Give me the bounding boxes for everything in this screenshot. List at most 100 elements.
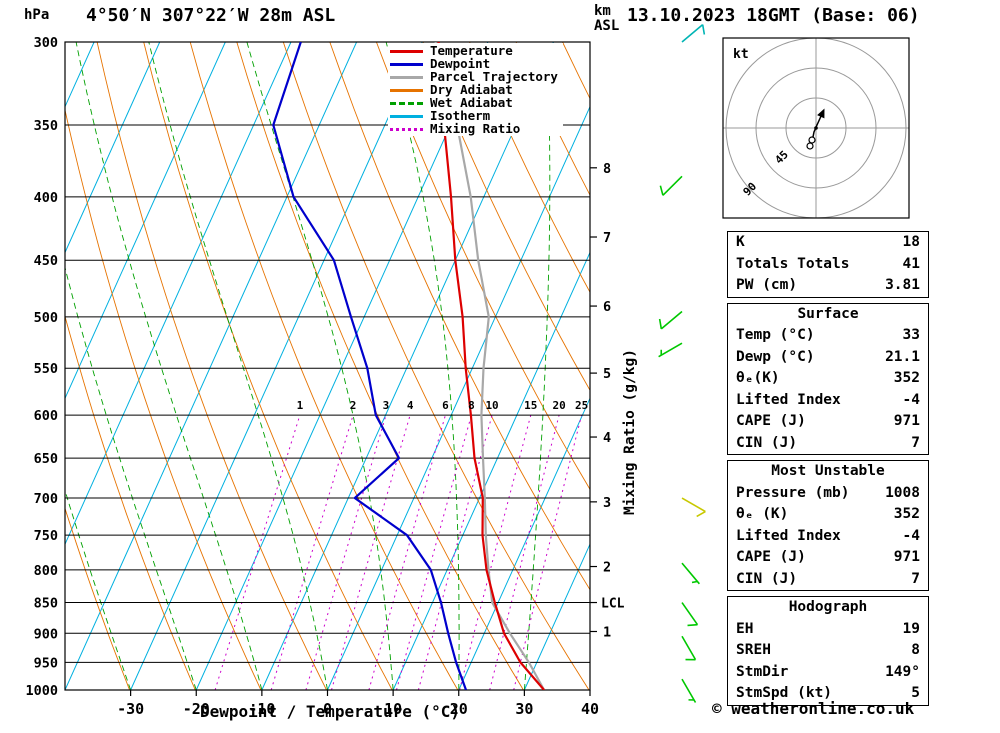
svg-text:700: 700 xyxy=(34,491,58,507)
legend-label: Mixing Ratio xyxy=(430,121,521,136)
legend-line-sample xyxy=(390,115,423,118)
table-row: Pressure (mb) 1008 xyxy=(728,483,928,505)
stat-label: Dewp (°C) xyxy=(736,348,815,365)
legend-item: Parcel Trajectory xyxy=(390,70,558,83)
svg-text:1000: 1000 xyxy=(25,683,58,699)
table-row: Lifted Index -4 xyxy=(728,390,928,412)
datetime-title: 13.10.2023 18GMT (Base: 06) xyxy=(627,5,920,26)
legend-line-sample xyxy=(390,76,423,79)
table-row: Totals Totals 41 xyxy=(728,254,928,276)
svg-text:15: 15 xyxy=(524,399,537,412)
legend-label: Dewpoint xyxy=(430,56,491,71)
table-row: StmDir 149° xyxy=(728,662,928,684)
svg-text:300: 300 xyxy=(34,35,58,51)
stat-value: 33 xyxy=(902,327,920,343)
hodograph-arrow xyxy=(817,108,825,119)
table-row: θₑ (K) 352 xyxy=(728,504,928,526)
plot-frame xyxy=(64,41,591,691)
svg-text:0: 0 xyxy=(323,700,332,718)
svg-text:900: 900 xyxy=(34,626,58,642)
dewpoint-curve xyxy=(272,42,468,690)
stat-value: 21.1 xyxy=(885,348,920,365)
svg-text:10: 10 xyxy=(384,700,402,718)
legend-line-sample xyxy=(390,89,423,92)
stat-label: Lifted Index xyxy=(736,391,841,408)
svg-text:6: 6 xyxy=(442,399,449,412)
svg-text:20: 20 xyxy=(553,399,566,412)
legend-item: Isotherm xyxy=(390,109,558,122)
table-row: K 18 xyxy=(728,232,928,254)
svg-text:40: 40 xyxy=(581,700,599,718)
svg-text:600: 600 xyxy=(34,408,58,424)
svg-text:10: 10 xyxy=(485,399,498,412)
stat-value: 7 xyxy=(911,570,920,587)
table-row: θₑ(K) 352 xyxy=(728,368,928,390)
svg-text:30: 30 xyxy=(515,700,533,718)
legend-item: Wet Adiabat xyxy=(390,96,558,109)
svg-text:2: 2 xyxy=(603,560,611,576)
stat-label: K xyxy=(736,234,745,250)
table-row: EH 19 xyxy=(728,619,928,641)
svg-text:450: 450 xyxy=(34,253,58,269)
svg-text:3: 3 xyxy=(603,495,611,511)
svg-text:25: 25 xyxy=(575,399,588,412)
panel-title: Hodograph xyxy=(788,599,868,615)
stat-value: 19 xyxy=(902,620,920,637)
stats-panels: K 18 Totals Totals 41 PW (cm) 3.81 Surface Temp… xyxy=(727,231,929,711)
svg-text:20: 20 xyxy=(450,700,468,718)
table-row: CAPE (J) 971 xyxy=(728,547,928,569)
stat-label: CIN (J) xyxy=(736,570,798,587)
x-axis-label: Dewpoint / Temperature (°C) xyxy=(199,702,461,721)
stat-value: 971 xyxy=(893,413,920,429)
mixing-ratio-axis-label: Mixing Ratio (g/kg) xyxy=(622,349,638,515)
hodograph-ring-label: 45 xyxy=(772,148,791,167)
svg-text:950: 950 xyxy=(34,655,58,671)
stat-value: 5 xyxy=(911,685,920,701)
stat-label: StmSpd (kt) xyxy=(736,685,833,701)
stat-label: θₑ(K) xyxy=(736,370,780,386)
svg-text:6: 6 xyxy=(603,299,611,315)
table-row: SREH 8 xyxy=(728,640,928,662)
hodograph-origin-dot xyxy=(814,126,818,130)
svg-text:1: 1 xyxy=(297,399,304,412)
temperature-axis: -30 -20 -10 0 10 20 30 40 xyxy=(117,690,599,718)
stats-panel: Hodograph EH 19 SREH 8 StmDir 149° StmSpd (kt) 5 xyxy=(727,596,929,706)
km-axis: 8 7 6 5 4 3 2 1 LCL xyxy=(590,161,625,640)
table-row: CAPE (J) 971 xyxy=(728,411,928,433)
stat-value: 352 xyxy=(893,370,920,386)
legend-item: Dry Adiabat xyxy=(390,83,558,96)
stat-value: 8 xyxy=(911,642,920,658)
svg-text:-10: -10 xyxy=(248,700,275,718)
svg-text:3: 3 xyxy=(383,399,390,412)
svg-text:8: 8 xyxy=(603,161,611,177)
legend-line-sample xyxy=(390,63,423,66)
sounding-curves xyxy=(272,42,546,690)
stat-label: CAPE (J) xyxy=(736,549,806,565)
legend-item: Mixing Ratio xyxy=(390,122,558,135)
panel-title: Surface xyxy=(797,305,859,322)
stat-label: StmDir xyxy=(736,663,789,680)
svg-text:800: 800 xyxy=(34,563,58,579)
svg-text:8: 8 xyxy=(468,399,475,412)
legend-label: Parcel Trajectory xyxy=(430,69,558,84)
stat-label: CAPE (J) xyxy=(736,413,806,429)
stat-label: Pressure (mb) xyxy=(736,484,850,501)
hodograph-unit: kt xyxy=(733,47,749,62)
svg-text:1: 1 xyxy=(603,624,611,640)
hodograph-marker xyxy=(808,136,816,144)
svg-text:550: 550 xyxy=(34,361,58,377)
pressure-axis-unit: hPa xyxy=(24,7,50,23)
legend-line-sample xyxy=(390,102,423,105)
svg-text:2: 2 xyxy=(350,399,357,412)
parcel-curve xyxy=(434,42,546,690)
mixing-ratio-lines xyxy=(214,414,583,690)
legend: Temperature Dewpoint Parcel Trajectory Dry … xyxy=(388,43,563,136)
stat-label: Temp (°C) xyxy=(736,327,815,343)
stat-value: 971 xyxy=(893,549,920,565)
panel-title: Most Unstable xyxy=(771,463,885,479)
stat-value: 18 xyxy=(902,234,920,250)
svg-text:650: 650 xyxy=(34,451,58,467)
stat-value: 41 xyxy=(902,255,920,272)
